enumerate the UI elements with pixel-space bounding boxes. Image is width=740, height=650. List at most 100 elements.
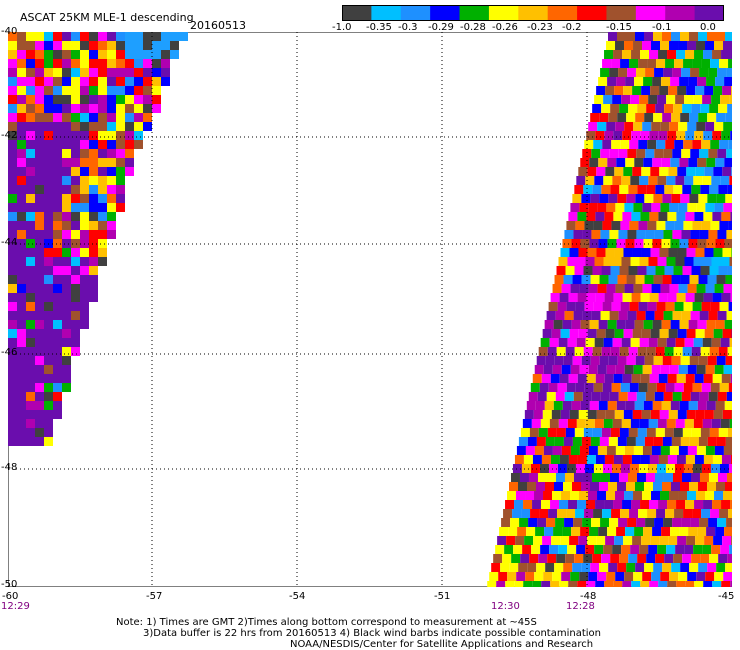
data-cell [639,176,649,185]
data-cell [711,338,721,347]
data-cell [62,239,71,248]
data-cell [17,86,26,95]
data-cell [525,491,535,500]
data-cell [630,95,640,104]
data-cell [644,113,654,122]
data-cell [682,185,692,194]
data-cell [80,158,89,167]
data-cell [612,176,622,185]
data-cell [636,518,646,527]
data-cell [80,185,89,194]
data-cell [574,347,584,356]
data-cell [44,401,53,410]
data-cell [532,455,542,464]
data-cell [709,104,719,113]
data-cell [701,509,711,518]
data-cell [685,374,695,383]
data-cell [723,284,732,293]
data-cell [17,293,26,302]
data-cell [161,77,170,86]
data-cell [660,284,670,293]
data-cell [179,32,188,41]
data-cell [608,482,617,491]
data-cell [71,248,80,257]
data-cell [600,518,610,527]
data-cell [600,68,610,77]
data-cell [35,275,44,284]
data-cell [71,176,80,185]
data-cell [107,194,116,203]
data-cell [570,365,580,374]
data-cell [44,311,53,320]
data-cell [692,59,702,68]
data-cell [667,374,677,383]
data-cell [701,383,711,392]
data-cell [667,50,677,59]
data-cell [89,149,98,158]
data-cell [660,572,670,581]
data-cell [657,176,667,185]
data-cell [62,122,71,131]
data-cell [71,32,80,41]
data-cell [524,536,534,545]
data-cell [143,113,152,122]
data-cell [526,527,536,536]
data-cell [89,68,98,77]
data-cell [26,212,35,221]
data-cell [678,491,688,500]
data-cell [107,59,116,68]
data-cell [71,77,80,86]
data-cell [647,59,657,68]
data-cell [556,428,566,437]
data-cell [728,221,732,230]
data-cell [561,572,571,581]
legend-tick-label: -0.3 [398,22,418,33]
data-cell [89,293,98,302]
data-cell [26,230,35,239]
data-cell [620,464,630,473]
data-cell [601,104,611,113]
map-date: 20160513 [190,19,246,32]
data-cell [35,428,44,437]
data-cell [698,113,708,122]
data-cell [698,356,708,365]
data-cell [628,554,638,563]
data-cell [720,338,730,347]
data-cell [35,140,44,149]
data-cell [62,176,71,185]
data-cell [626,32,635,41]
data-cell [80,140,89,149]
data-cell [44,428,53,437]
data-cell [17,383,26,392]
data-cell [62,320,71,329]
data-cell [604,374,614,383]
data-cell [579,365,589,374]
legend-tick-label: -0.23 [527,22,553,33]
data-cell [606,491,616,500]
data-cell [44,212,53,221]
data-cell [573,518,583,527]
data-cell [731,86,732,95]
data-cell [35,122,44,131]
data-cell [730,500,732,509]
data-cell [642,41,652,50]
data-cell [696,122,706,131]
data-cell [35,131,44,140]
data-cell [582,518,592,527]
data-cell [509,563,519,572]
data-cell [71,320,80,329]
data-cell [528,473,538,482]
data-cell [631,374,641,383]
data-cell [107,32,116,41]
data-cell [698,437,708,446]
data-cell [44,167,53,176]
data-cell [544,527,554,536]
data-cell [607,320,617,329]
data-cell [640,455,650,464]
data-cell [668,536,678,545]
data-cell [627,68,637,77]
data-cell [8,185,17,194]
data-cell [657,545,667,554]
data-cell [711,257,721,266]
data-cell [593,302,603,311]
